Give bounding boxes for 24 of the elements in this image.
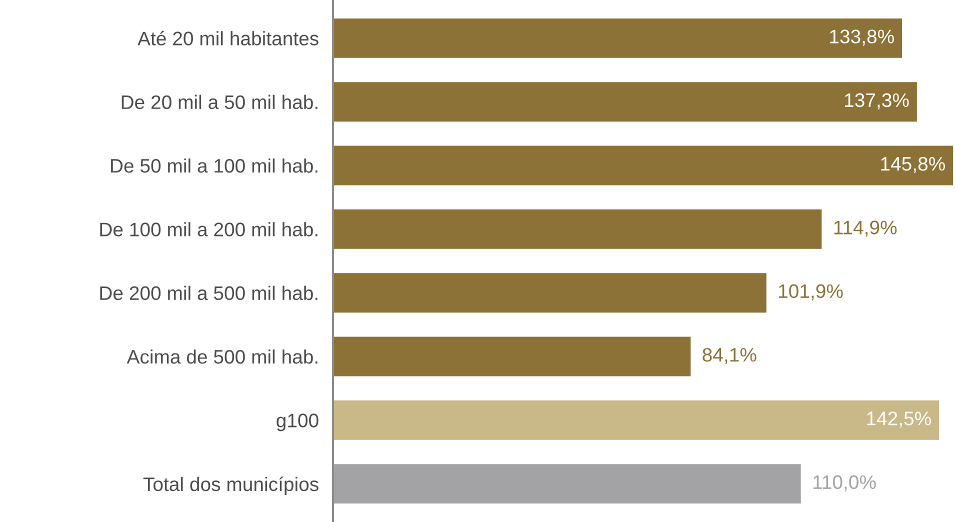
y-tick-label: De 50 mil a 100 mil hab.: [111, 158, 318, 173]
data-label: 114,9%: [834, 220, 897, 237]
bar: [333, 273, 766, 313]
y-tick-label: g100: [276, 414, 318, 432]
bar: [333, 146, 954, 186]
bar: [333, 209, 822, 249]
y-tick-label: De 200 mil a 500 mil hab.: [100, 286, 318, 300]
bar: [333, 82, 917, 122]
bar: [333, 464, 801, 504]
y-tick-label: Acima de 500 mil hab.: [126, 349, 318, 364]
data-label: 84,1%: [702, 348, 756, 364]
data-label: 137,3%: [845, 93, 909, 110]
data-label: 101,9%: [779, 284, 843, 300]
y-tick-label: Até 20 mil habitantes: [138, 30, 318, 46]
data-label: 145,8%: [881, 156, 945, 174]
bar: [333, 18, 902, 58]
y-tick-label: De 100 mil a 200 mil hab.: [100, 222, 318, 236]
data-label: 133,8%: [830, 30, 894, 46]
bar: [333, 400, 940, 440]
y-tick-label: Total dos municípios: [143, 476, 318, 495]
data-label: 110,0%: [813, 475, 876, 492]
bar: [333, 336, 691, 376]
data-label: 142,5%: [867, 412, 931, 428]
y-tick-label: De 20 mil a 50 mil hab.: [122, 94, 318, 110]
